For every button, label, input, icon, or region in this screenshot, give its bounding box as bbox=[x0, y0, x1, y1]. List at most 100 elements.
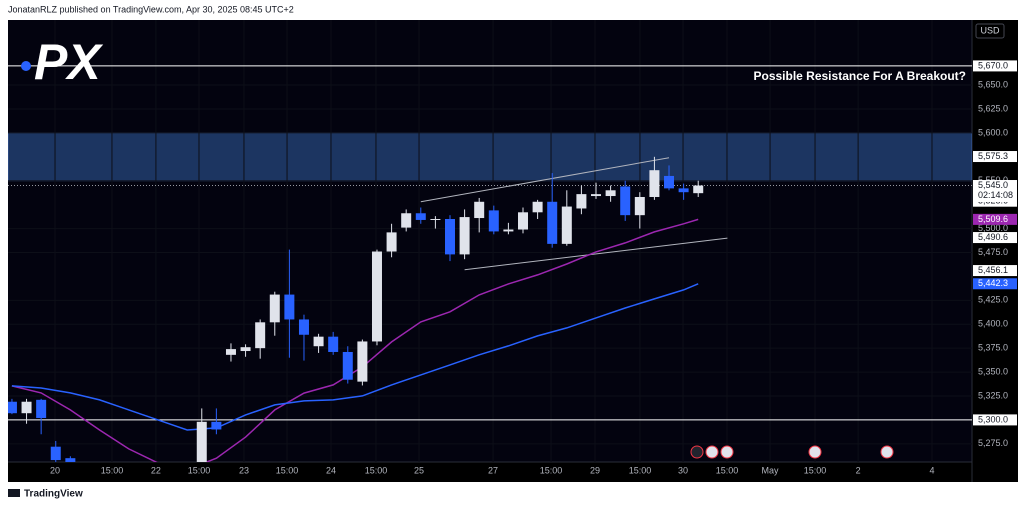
candle-body bbox=[591, 194, 602, 197]
y-tick-label: 5,500.0 bbox=[978, 223, 1008, 233]
candle-body bbox=[240, 347, 251, 352]
countdown: 02:14:08 bbox=[978, 190, 1013, 200]
price-label: 5,456.1 bbox=[978, 265, 1008, 275]
x-tick-label: 15:00 bbox=[716, 465, 739, 475]
x-tick-label: 30 bbox=[678, 465, 688, 475]
y-tick-label: 5,600.0 bbox=[978, 127, 1008, 137]
y-tick-label: 5,400.0 bbox=[978, 319, 1008, 329]
y-tick-label: 5,475.0 bbox=[978, 247, 1008, 257]
x-tick-label: 15:00 bbox=[629, 465, 652, 475]
candle-body bbox=[371, 251, 382, 342]
x-tick-label: 22 bbox=[151, 465, 161, 475]
candle-body bbox=[664, 175, 675, 189]
candle-body bbox=[517, 212, 528, 230]
candle-body bbox=[8, 401, 17, 414]
y-tick-label: 5,425.0 bbox=[978, 295, 1008, 305]
candle-body bbox=[65, 458, 76, 462]
x-tick-label: 15:00 bbox=[276, 465, 299, 475]
price-label: 5,490.6 bbox=[978, 232, 1008, 242]
x-tick-label: 15:00 bbox=[540, 465, 563, 475]
x-tick-label: 15:00 bbox=[188, 465, 211, 475]
price-label: 5,545.0 bbox=[978, 180, 1008, 190]
price-label: 5,509.6 bbox=[978, 214, 1008, 224]
candle-body bbox=[21, 401, 32, 414]
y-tick-label: 5,325.0 bbox=[978, 390, 1008, 400]
y-tick-label: 5,275.0 bbox=[978, 438, 1008, 448]
logo-text: PX bbox=[34, 34, 103, 90]
event-icon[interactable] bbox=[880, 445, 894, 459]
price-label: 5,670.0 bbox=[978, 60, 1008, 70]
x-tick-label: 29 bbox=[590, 465, 600, 475]
annotation: Possible Resistance For A Breakout? bbox=[753, 69, 966, 83]
candle-body bbox=[488, 210, 499, 232]
candle-body bbox=[561, 206, 572, 244]
candle-body bbox=[255, 322, 266, 349]
event-icon[interactable] bbox=[808, 445, 822, 459]
price-label-box bbox=[973, 213, 1017, 225]
ma-line bbox=[11, 283, 699, 431]
price-label-box bbox=[973, 232, 1017, 244]
candle-body bbox=[459, 217, 470, 255]
price-label-box bbox=[973, 414, 1017, 426]
price-label-box bbox=[973, 265, 1017, 277]
price-label-box bbox=[973, 278, 1017, 290]
candle-body bbox=[284, 294, 295, 320]
candle-body bbox=[576, 194, 587, 209]
candle-body bbox=[693, 185, 704, 194]
candle-body bbox=[678, 188, 689, 193]
candle-body bbox=[36, 399, 47, 418]
candle-body bbox=[474, 201, 485, 219]
candle-body bbox=[211, 421, 222, 430]
candle-body bbox=[532, 201, 543, 213]
candle-body bbox=[50, 446, 61, 461]
candle-body bbox=[386, 232, 397, 252]
event-icon[interactable] bbox=[720, 445, 734, 459]
event-icon[interactable] bbox=[690, 445, 704, 459]
candle-body bbox=[503, 229, 514, 232]
x-tick-label: 25 bbox=[414, 465, 424, 475]
footer-logo bbox=[8, 489, 20, 497]
x-tick-label: 20 bbox=[50, 465, 60, 475]
candle-body bbox=[605, 190, 616, 197]
candle-body bbox=[547, 201, 558, 244]
candle-body bbox=[342, 351, 353, 380]
x-tick-label: 24 bbox=[326, 465, 336, 475]
price-label: 5,575.3 bbox=[978, 151, 1008, 161]
candle-body bbox=[444, 218, 455, 255]
price-label-box bbox=[973, 151, 1017, 163]
candle-body bbox=[269, 294, 280, 323]
event-icons bbox=[690, 445, 894, 459]
candle-body bbox=[328, 336, 339, 352]
x-tick-label: 2 bbox=[856, 465, 861, 475]
plot-area bbox=[8, 20, 972, 462]
price-label: 5,442.3 bbox=[978, 278, 1008, 288]
y-tick-label: 5,375.0 bbox=[978, 343, 1008, 353]
currency[interactable]: USD bbox=[980, 25, 1000, 35]
candle-body bbox=[401, 213, 412, 228]
price-label-box bbox=[973, 180, 1017, 203]
footer: TradingView bbox=[24, 489, 83, 500]
price-label-box bbox=[973, 60, 1017, 72]
candle-body bbox=[430, 218, 441, 220]
candle-body bbox=[196, 421, 207, 462]
x-tick-label: 4 bbox=[929, 465, 934, 475]
trendline bbox=[464, 237, 728, 271]
candle-body bbox=[634, 196, 645, 216]
x-tick-label: May bbox=[762, 465, 780, 475]
trendline bbox=[420, 157, 670, 203]
x-tick-label: 27 bbox=[488, 465, 498, 475]
candle-body bbox=[415, 213, 426, 220]
x-tick-label: 15:00 bbox=[804, 465, 827, 475]
candle-body bbox=[649, 170, 660, 197]
x-tick-label: 23 bbox=[239, 465, 249, 475]
axes: 5,275.0 5,325.0 5,350.0 5,375.0 5,400.0 5,425… bbox=[50, 60, 1017, 475]
logo: PX bbox=[21, 34, 103, 90]
currency-box[interactable] bbox=[975, 23, 1005, 39]
plot-bg bbox=[8, 20, 972, 462]
y-tick-label: 5,650.0 bbox=[978, 79, 1008, 89]
candle-body bbox=[225, 349, 236, 355]
event-icon[interactable] bbox=[705, 445, 719, 459]
candle-body bbox=[313, 336, 324, 347]
y-tick-label: 5,350.0 bbox=[978, 366, 1008, 376]
